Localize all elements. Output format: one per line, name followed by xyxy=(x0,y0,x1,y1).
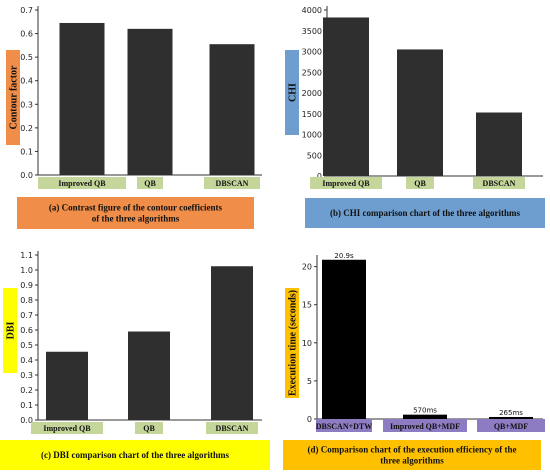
category-label-box xyxy=(383,419,467,432)
category-label-box xyxy=(204,177,260,189)
category-label: QB xyxy=(143,424,155,433)
y-tick-label: 0.5 xyxy=(20,341,33,350)
data-label: 20.9s xyxy=(334,252,354,260)
y-axis-title-box xyxy=(6,50,20,145)
y-tick-label: 0.0 xyxy=(20,416,33,425)
y-tick-label: 0.8 xyxy=(20,296,33,305)
chart-panel-d: 0 5 10 15 20 20.9s 570ms 265ms DBSCAN+DTW Improve… xyxy=(275,238,550,475)
y-tick-label: 0.1 xyxy=(20,401,33,410)
y-tick-label: 3000 xyxy=(302,48,322,57)
y-tick-label: 0.3 xyxy=(20,100,33,109)
bar xyxy=(46,351,88,420)
bar xyxy=(211,266,253,420)
category-label: Improved QB+MDF xyxy=(390,422,460,431)
bar xyxy=(59,22,105,176)
y-tick-label: 20 xyxy=(302,263,312,272)
chart-caption: (d) Comparison chart of the execution ef… xyxy=(308,445,517,455)
category-label-box xyxy=(406,177,434,189)
y-tick-label: 2000 xyxy=(302,89,322,98)
y-tick-label: 0.1 xyxy=(20,147,33,156)
category-label-box xyxy=(477,419,545,432)
chart-a-svg: 0.0 0.1 0.2 0.3 0.4 0.5 0.6 0.7 Improved QB QB DBS… xyxy=(6,6,262,229)
y-tick-label: 3500 xyxy=(302,27,322,36)
category-label-box xyxy=(38,177,126,189)
chart-caption: three algorithms xyxy=(380,456,444,466)
caption-box xyxy=(17,197,254,229)
caption-box xyxy=(283,440,541,470)
y-axis-title: DBI xyxy=(6,322,17,340)
y-tick-label: 1500 xyxy=(302,110,322,119)
chart-panel-c: 0.0 0.1 0.2 0.3 0.4 0.5 0.6 0.7 0.8 0.9 1.0 1.1 Impr… xyxy=(0,238,275,475)
bar xyxy=(322,259,366,419)
y-tick-label: 0.9 xyxy=(20,281,33,290)
category-label: DBSCAN xyxy=(483,179,516,188)
category-label-box xyxy=(137,177,163,189)
chart-panel-a: 0.0 0.1 0.2 0.3 0.4 0.5 0.6 0.7 Improved QB QB DBS… xyxy=(0,0,275,238)
category-label: DBSCAN xyxy=(216,179,249,188)
chart-b-svg: 0 500 1000 1500 2000 2500 3000 3500 4000 Improved… xyxy=(285,6,545,228)
y-tick-label: 0.5 xyxy=(20,53,33,62)
bar xyxy=(128,331,170,420)
chart-caption: of the three algorithms xyxy=(92,214,180,224)
y-tick-label: 0.2 xyxy=(20,386,33,395)
category-label-box xyxy=(473,177,525,189)
bar xyxy=(489,416,533,419)
category-label: QB xyxy=(414,179,426,188)
y-tick-label: 0.4 xyxy=(20,356,33,365)
y-axis-title-box xyxy=(285,50,299,135)
bar xyxy=(127,28,173,175)
y-axis-title: Contour factor xyxy=(9,65,20,130)
chart-caption: (a) Contrast figure of the contour coeff… xyxy=(49,203,223,213)
category-label-box xyxy=(135,422,163,434)
bar xyxy=(476,112,522,176)
y-tick-label: 0.6 xyxy=(20,30,33,39)
y-tick-label: 1000 xyxy=(302,131,322,140)
bar xyxy=(323,17,369,176)
chart-panel-b: 0 500 1000 1500 2000 2500 3000 3500 4000 Improved… xyxy=(275,0,550,238)
y-tick-label: 5 xyxy=(307,377,312,386)
category-label-box xyxy=(310,177,382,189)
bar xyxy=(403,414,447,419)
y-axis-title: Execution time (seconds) xyxy=(288,290,299,396)
y-tick-label: 1.1 xyxy=(20,251,33,260)
y-tick-label: 2500 xyxy=(302,68,322,77)
caption-box xyxy=(0,440,270,470)
y-tick-label: 0.4 xyxy=(20,77,33,86)
category-label: QB xyxy=(144,179,156,188)
y-tick-label: 0.3 xyxy=(20,371,33,380)
y-tick-label: 500 xyxy=(307,151,322,160)
y-tick-label: 0.7 xyxy=(20,311,33,320)
y-axis-title-box xyxy=(285,288,299,398)
caption-box xyxy=(305,198,545,228)
y-tick-label: 0.2 xyxy=(20,124,33,133)
chart-caption: (c) DBI comparison chart of the three al… xyxy=(41,450,230,460)
category-label: DBSCAN+DTW xyxy=(316,422,373,431)
chart-caption: (b) CHI comparison chart of the three al… xyxy=(330,208,521,218)
y-tick-label: 0.6 xyxy=(20,326,33,335)
category-label: Improved QB xyxy=(58,179,106,188)
category-label-box xyxy=(316,419,372,432)
y-tick-label: 15 xyxy=(302,301,312,310)
category-label-box xyxy=(206,422,258,434)
category-label: QB+MDF xyxy=(494,422,528,431)
bar xyxy=(209,44,255,175)
y-tick-label: 10 xyxy=(302,339,312,348)
y-axis-title: CHI xyxy=(288,83,299,102)
category-label-box xyxy=(31,422,103,434)
category-label: Improved QB xyxy=(43,424,91,433)
category-label: DBSCAN xyxy=(216,424,249,433)
data-label: 570ms xyxy=(413,407,437,415)
category-label: Improved QB xyxy=(322,179,370,188)
chart-d-svg: 0 5 10 15 20 20.9s 570ms 265ms DBSCAN+DTW Improve… xyxy=(283,252,545,470)
y-tick-label: 0 xyxy=(307,415,312,424)
y-tick-label: 0 xyxy=(317,172,322,181)
y-tick-label: 0.7 xyxy=(20,6,33,15)
y-axis-title-box xyxy=(3,288,17,373)
y-tick-label: 4000 xyxy=(302,6,322,15)
data-label: 265ms xyxy=(499,409,523,417)
chart-c-svg: 0.0 0.1 0.2 0.3 0.4 0.5 0.6 0.7 0.8 0.9 1.0 1.1 Impr… xyxy=(0,251,270,470)
y-tick-label: 1.0 xyxy=(20,266,33,275)
bar xyxy=(397,49,443,176)
y-tick-label: 0.0 xyxy=(20,171,33,180)
